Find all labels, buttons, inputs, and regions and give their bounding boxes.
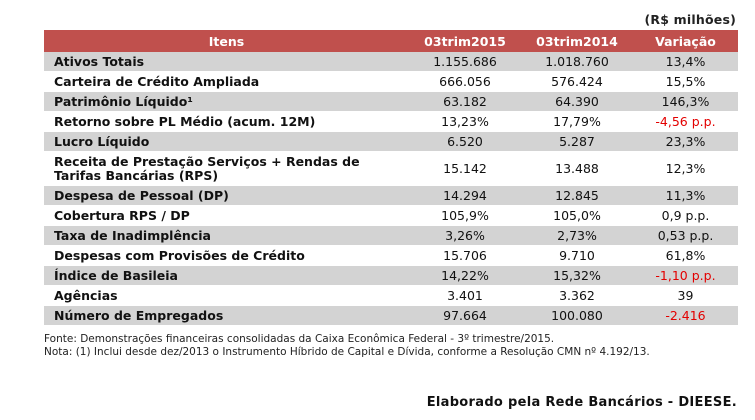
row-variation: 12,3%	[633, 151, 738, 186]
table-row: Lucro Líquido 6.520 5.287 23,3%	[44, 131, 738, 152]
row-value-2015: 105,9%	[409, 205, 521, 226]
row-item-label: Taxa de Inadimplência	[44, 225, 409, 246]
row-item-label: Lucro Líquido	[44, 131, 409, 152]
header-item: Itens	[44, 30, 409, 52]
row-value-2015: 3.401	[409, 285, 521, 306]
footnote-source: Fonte: Demonstrações financeiras consoli…	[44, 333, 555, 345]
footnote-note: Nota: (1) Inclui desde dez/2013 o Instru…	[44, 345, 650, 358]
row-variation: -4,56 p.p.	[633, 111, 738, 132]
header-col-variation: Variação	[633, 30, 738, 52]
row-value-2015: 97.664	[409, 305, 521, 326]
row-value-2014: 100.080	[521, 305, 633, 326]
row-value-2015: 15.142	[409, 151, 521, 186]
row-value-2015: 14,22%	[409, 265, 521, 286]
row-value-2015: 13,23%	[409, 111, 521, 132]
row-value-2014: 5.287	[521, 131, 633, 152]
row-item-label: Receita de Prestação Serviços + Rendas d…	[44, 151, 409, 186]
row-value-2014: 17,79%	[521, 111, 633, 132]
row-item-label: Despesas com Provisões de Crédito	[44, 245, 409, 266]
row-value-2014: 64.390	[521, 91, 633, 112]
table-row: Retorno sobre PL Médio (acum. 12M) 13,23%…	[44, 111, 738, 132]
row-value-2014: 13.488	[521, 151, 633, 186]
row-item-label: Carteira de Crédito Ampliada	[44, 71, 409, 92]
row-item-label: Despesa de Pessoal (DP)	[44, 185, 409, 206]
row-value-2015: 15.706	[409, 245, 521, 266]
credit-line: Elaborado pela Rede Bancários - DIEESE.	[426, 395, 737, 410]
row-variation: 0,9 p.p.	[633, 205, 738, 226]
row-item-label: Agências	[44, 285, 409, 306]
footnotes: Fonte: Demonstrações financeiras consoli…	[44, 333, 738, 358]
unit-label: (R$ milhões)	[644, 12, 736, 27]
header-col-2014: 03trim2014	[521, 30, 633, 52]
financial-table: Itens 03trim2015 03trim2014 Variação Ati…	[44, 30, 738, 326]
row-value-2015: 63.182	[409, 91, 521, 112]
row-value-2014: 105,0%	[521, 205, 633, 226]
table-row: Cobertura RPS / DP 105,9% 105,0% 0,9 p.p.	[44, 205, 738, 226]
row-variation: 146,3%	[633, 91, 738, 112]
row-variation: 61,8%	[633, 245, 738, 266]
row-variation: 13,4%	[633, 52, 738, 72]
row-item-label: Ativos Totais	[44, 52, 409, 72]
table-row: Despesa de Pessoal (DP) 14.294 12.845 11,3%	[44, 185, 738, 206]
row-item-label: Cobertura RPS / DP	[44, 205, 409, 226]
row-value-2014: 9.710	[521, 245, 633, 266]
row-value-2014: 2,73%	[521, 225, 633, 246]
row-item-label: Patrimônio Líquido¹	[44, 91, 409, 112]
row-variation: -2.416	[633, 305, 738, 326]
row-value-2014: 576.424	[521, 71, 633, 92]
table-row: Número de Empregados 97.664 100.080 -2.416	[44, 305, 738, 326]
table-row: Agências 3.401 3.362 39	[44, 285, 738, 306]
row-variation: 15,5%	[633, 71, 738, 92]
row-variation: 11,3%	[633, 185, 738, 206]
table-row: Ativos Totais 1.155.686 1.018.760 13,4%	[44, 52, 738, 72]
row-value-2015: 6.520	[409, 131, 521, 152]
row-value-2014: 12.845	[521, 185, 633, 206]
table-row: Receita de Prestação Serviços + Rendas d…	[44, 151, 738, 186]
table-row: Taxa de Inadimplência 3,26% 2,73% 0,53 p.p.	[44, 225, 738, 246]
row-value-2014: 15,32%	[521, 265, 633, 286]
row-item-label: Retorno sobre PL Médio (acum. 12M)	[44, 111, 409, 132]
row-variation: 23,3%	[633, 131, 738, 152]
row-variation: 39	[633, 285, 738, 306]
row-value-2014: 1.018.760	[521, 52, 633, 72]
row-value-2015: 14.294	[409, 185, 521, 206]
row-value-2015: 1.155.686	[409, 52, 521, 72]
table-row: Carteira de Crédito Ampliada 666.056 576.4…	[44, 71, 738, 92]
table-row: Índice de Basileia 14,22% 15,32% -1,10 p.p.	[44, 265, 738, 286]
table-row: Patrimônio Líquido¹ 63.182 64.390 146,3%	[44, 91, 738, 112]
row-value-2015: 3,26%	[409, 225, 521, 246]
row-variation: 0,53 p.p.	[633, 225, 738, 246]
table-header-row: Itens 03trim2015 03trim2014 Variação	[44, 30, 738, 52]
row-value-2015: 666.056	[409, 71, 521, 92]
table-body: Ativos Totais 1.155.686 1.018.760 13,4% Cart…	[44, 52, 738, 326]
row-value-2014: 3.362	[521, 285, 633, 306]
row-item-label: Número de Empregados	[44, 305, 409, 326]
row-item-label: Índice de Basileia	[44, 265, 409, 286]
table-row: Despesas com Provisões de Crédito 15.706 9…	[44, 245, 738, 266]
header-col-2015: 03trim2015	[409, 30, 521, 52]
row-variation: -1,10 p.p.	[633, 265, 738, 286]
